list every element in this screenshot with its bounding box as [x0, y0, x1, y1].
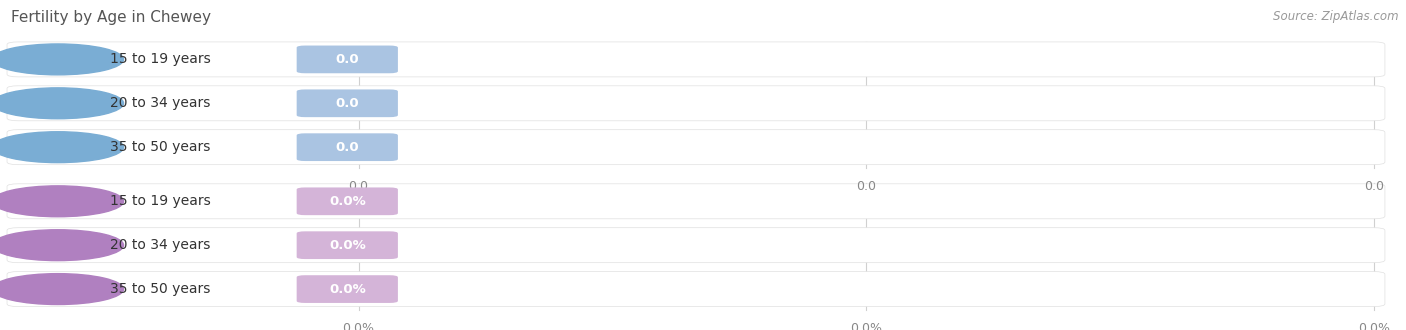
FancyBboxPatch shape [297, 46, 398, 73]
Text: 0.0%: 0.0% [329, 195, 366, 208]
Text: 0.0%: 0.0% [329, 239, 366, 252]
Circle shape [0, 132, 124, 163]
Text: 0.0: 0.0 [336, 97, 359, 110]
FancyBboxPatch shape [297, 187, 398, 215]
Text: Source: ZipAtlas.com: Source: ZipAtlas.com [1274, 10, 1399, 23]
Circle shape [0, 44, 124, 75]
FancyBboxPatch shape [297, 133, 398, 161]
Text: 15 to 19 years: 15 to 19 years [111, 52, 211, 66]
Text: 0.0%: 0.0% [329, 282, 366, 296]
Text: 0.0: 0.0 [1364, 180, 1384, 193]
FancyBboxPatch shape [297, 89, 398, 117]
Text: 15 to 19 years: 15 to 19 years [111, 194, 211, 208]
Circle shape [0, 186, 124, 217]
Circle shape [0, 88, 124, 119]
FancyBboxPatch shape [7, 86, 1385, 121]
FancyBboxPatch shape [7, 272, 1385, 307]
Circle shape [0, 230, 124, 261]
Text: 0.0%: 0.0% [343, 322, 374, 330]
Circle shape [0, 274, 124, 305]
FancyBboxPatch shape [7, 130, 1385, 165]
Text: 0.0: 0.0 [336, 53, 359, 66]
FancyBboxPatch shape [7, 42, 1385, 77]
Text: 0.0: 0.0 [856, 180, 876, 193]
Text: 20 to 34 years: 20 to 34 years [111, 238, 211, 252]
Text: Fertility by Age in Chewey: Fertility by Age in Chewey [11, 10, 211, 25]
Text: 20 to 34 years: 20 to 34 years [111, 96, 211, 110]
FancyBboxPatch shape [7, 184, 1385, 219]
Text: 0.0%: 0.0% [851, 322, 882, 330]
Text: 0.0: 0.0 [336, 141, 359, 154]
FancyBboxPatch shape [297, 275, 398, 303]
Text: 0.0%: 0.0% [1358, 322, 1389, 330]
Text: 35 to 50 years: 35 to 50 years [111, 140, 211, 154]
Text: 35 to 50 years: 35 to 50 years [111, 282, 211, 296]
Text: 0.0: 0.0 [349, 180, 368, 193]
FancyBboxPatch shape [7, 228, 1385, 263]
FancyBboxPatch shape [297, 231, 398, 259]
